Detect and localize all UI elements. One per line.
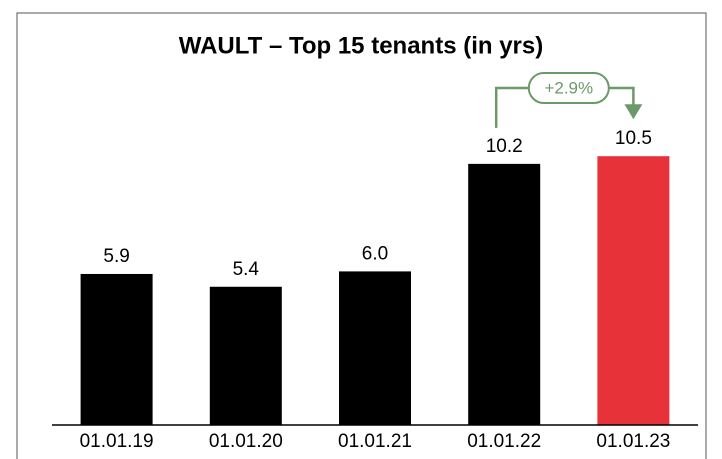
bar bbox=[209, 286, 282, 425]
bar bbox=[339, 271, 411, 425]
bar bbox=[468, 163, 541, 425]
x-tick-label: 01.01.23 bbox=[596, 431, 670, 452]
bar bbox=[597, 156, 670, 425]
value-label: 10.5 bbox=[615, 128, 652, 149]
x-tick-label: 01.01.22 bbox=[467, 431, 541, 452]
bar bbox=[80, 273, 153, 425]
frame bbox=[16, 12, 707, 459]
annotation-text: +2.9% bbox=[544, 78, 593, 97]
value-label: 5.4 bbox=[233, 259, 260, 280]
annotation-pill bbox=[527, 72, 610, 104]
x-tick-label: 01.01.21 bbox=[338, 431, 412, 452]
annotation-arrow bbox=[624, 104, 643, 120]
value-label: 5.9 bbox=[103, 246, 129, 267]
value-label: 6.0 bbox=[362, 243, 388, 264]
x-tick-label: 01.01.19 bbox=[80, 431, 154, 452]
x-tick-label: 01.01.20 bbox=[209, 431, 283, 452]
value-label: 10.2 bbox=[486, 136, 523, 157]
chart-title: WAULT – Top 15 tenants (in yrs) bbox=[179, 32, 543, 59]
